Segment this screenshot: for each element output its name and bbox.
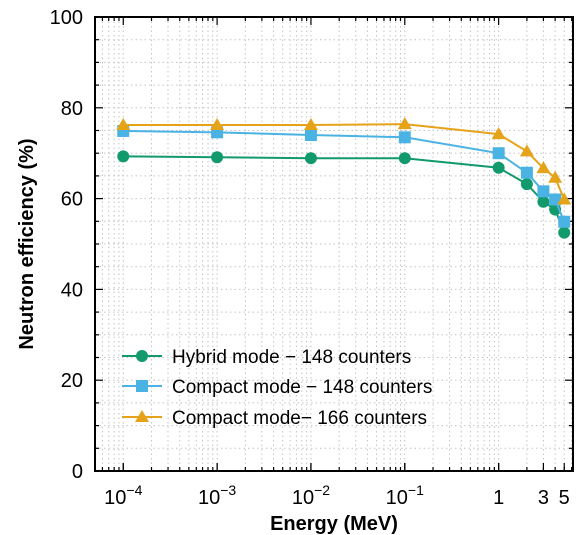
data-point — [557, 192, 572, 205]
y-tick-label: 80 — [61, 98, 83, 120]
x-tick-label: 10−3 — [198, 482, 236, 509]
legend-marker — [136, 380, 148, 392]
data-point — [116, 118, 131, 131]
x-tick-label: 10−2 — [292, 482, 330, 509]
x-tick-label: 5 — [559, 487, 570, 509]
y-tick-label: 60 — [61, 189, 83, 211]
data-point — [520, 166, 533, 179]
plot-frame — [94, 16, 574, 472]
data-point — [210, 118, 225, 131]
data-point — [537, 195, 550, 208]
data-point — [558, 215, 571, 228]
legend-item: Compact mode− 166 counters — [122, 408, 427, 429]
data-point — [211, 151, 224, 164]
legend-item: Compact mode − 148 counters — [122, 377, 432, 398]
data-point — [537, 185, 550, 198]
x-tick-label: 10−1 — [386, 482, 424, 509]
data-point — [519, 144, 534, 157]
x-axis: 10−4 10−3 10−2 10−1 1 3 5 — [94, 17, 573, 509]
data-point — [492, 147, 505, 160]
data-point — [304, 129, 317, 142]
legend-label: Hybrid mode − 148 counters — [172, 347, 411, 368]
data-point — [398, 131, 411, 144]
grid — [94, 17, 573, 471]
x-axis-title: Energy (MeV) — [270, 513, 398, 535]
x-tick-label: 3 — [538, 487, 549, 509]
data-point — [491, 127, 506, 140]
y-axis-title: Neutron efficiency (%) — [16, 138, 38, 349]
data-point — [520, 178, 533, 191]
data-point — [303, 118, 318, 131]
data-point — [397, 117, 412, 130]
y-tick-label: 40 — [61, 279, 83, 301]
legend-marker — [136, 350, 148, 362]
legend: Hybrid mode − 148 counters Compact mode −… — [122, 347, 432, 429]
y-tick-label: 0 — [72, 461, 83, 483]
series-group — [116, 117, 572, 239]
series-1 — [117, 150, 571, 239]
legend-label: Compact mode − 148 counters — [172, 377, 432, 398]
data-point — [117, 150, 130, 163]
data-point — [398, 152, 411, 165]
x-tick-label: 10−4 — [104, 482, 142, 509]
series-3 — [116, 117, 572, 205]
x-tick-label: 1 — [493, 487, 504, 509]
data-point — [304, 152, 317, 165]
legend-label: Compact mode− 166 counters — [172, 408, 427, 429]
data-point — [536, 161, 551, 174]
data-point — [558, 226, 571, 239]
y-tick-label: 20 — [61, 370, 83, 392]
data-point — [549, 193, 562, 206]
legend-item: Hybrid mode − 148 counters — [122, 347, 411, 368]
y-tick-label: 100 — [50, 7, 83, 29]
data-point — [548, 170, 563, 183]
legend-marker — [135, 410, 149, 422]
data-point — [492, 161, 505, 174]
